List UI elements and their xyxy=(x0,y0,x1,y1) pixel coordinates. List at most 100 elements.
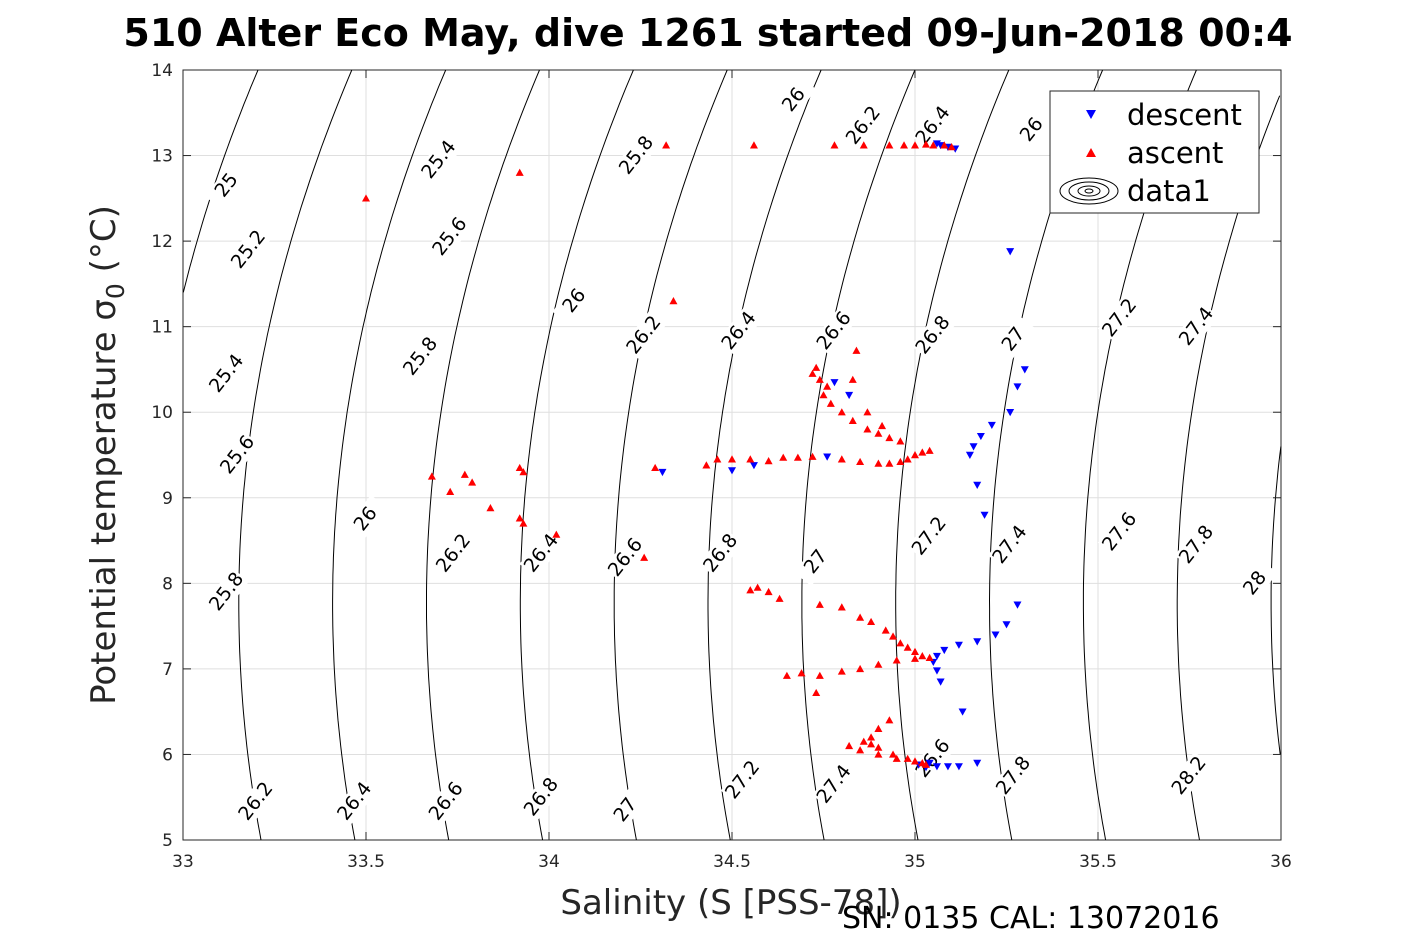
contour-label-background xyxy=(398,332,444,381)
ascent-marker xyxy=(702,461,711,469)
ascent-marker xyxy=(911,654,919,662)
descent-marker xyxy=(980,511,989,519)
isopycnal-line xyxy=(613,69,728,841)
isopycnal-line xyxy=(182,69,259,293)
contour-label-background xyxy=(614,131,660,180)
ascent-marker xyxy=(651,463,660,472)
descent-marker xyxy=(936,678,945,686)
ascent-marker xyxy=(867,617,876,626)
isopycnal-line xyxy=(1176,95,1281,841)
ascent-marker xyxy=(669,297,678,305)
y-tick-label: 10 xyxy=(151,403,173,423)
ascent-marker xyxy=(640,553,649,561)
descent-marker xyxy=(976,432,985,441)
y-tick-label: 8 xyxy=(162,574,173,594)
legend-contour-icon xyxy=(1059,177,1119,205)
x-tick-label: 33.5 xyxy=(347,852,385,872)
contour-label-background xyxy=(793,537,839,587)
legend-box xyxy=(1049,90,1260,214)
ascent-marker xyxy=(808,369,817,377)
ascent-marker xyxy=(793,453,802,461)
isopycnal-line xyxy=(801,69,916,841)
contour-label-background xyxy=(603,533,649,582)
ascent-marker xyxy=(515,168,524,176)
contour-label-background xyxy=(427,212,473,261)
y-tick-label: 6 xyxy=(162,745,173,765)
contour-label-background xyxy=(343,495,389,544)
ascent-marker xyxy=(918,652,927,660)
contour-label-background xyxy=(332,777,378,826)
descent-marker xyxy=(1013,383,1022,391)
contour-label-background xyxy=(911,734,956,783)
isopycnal-line xyxy=(332,69,447,841)
ascent-marker xyxy=(885,141,894,149)
ascent-marker xyxy=(885,716,894,724)
descent-marker xyxy=(1020,366,1029,374)
contour-label-background xyxy=(204,567,250,616)
ascent-marker xyxy=(881,626,890,634)
ascent-marker xyxy=(808,452,817,460)
ascent-marker xyxy=(848,416,857,424)
ascent-marker xyxy=(446,487,455,495)
ascent-marker xyxy=(874,743,883,751)
ascent-marker xyxy=(519,468,528,476)
ascent-marker xyxy=(925,446,934,454)
contour-label-background xyxy=(1167,751,1212,800)
ascent-marker xyxy=(812,363,821,371)
ascent-marker xyxy=(940,141,949,149)
ascent-marker xyxy=(826,399,835,407)
ascent-marker xyxy=(746,586,755,594)
isopycnal-line xyxy=(426,69,540,841)
y-tick-label: 5 xyxy=(162,831,173,851)
contour-label-background xyxy=(519,529,564,578)
ascent-marker xyxy=(911,451,919,459)
contour-label-background xyxy=(907,512,952,561)
ascent-marker xyxy=(856,746,865,754)
descent-marker xyxy=(958,708,967,716)
ascent-marker xyxy=(856,457,865,466)
x-tick-label: 34 xyxy=(538,852,560,872)
ascent-marker xyxy=(874,750,883,758)
descent-marker xyxy=(925,759,934,767)
ascent-marker xyxy=(427,472,436,480)
contour-label-background xyxy=(519,773,564,822)
descent-marker xyxy=(1006,248,1015,256)
y-tick-label: 14 xyxy=(151,61,173,81)
contour-label-background xyxy=(431,529,477,578)
data-markers xyxy=(362,140,1029,772)
ascent-marker xyxy=(903,754,912,762)
x-tick-label: 35 xyxy=(904,852,926,872)
ascent-marker xyxy=(848,375,857,383)
contour-label-background xyxy=(991,315,1037,364)
ascent-marker xyxy=(903,455,912,463)
ascent-marker xyxy=(779,453,788,461)
legend: descent ascent data1 xyxy=(1049,90,1260,214)
descent-marker xyxy=(932,763,941,771)
y-tick-label: 9 xyxy=(162,489,173,509)
x-tick-label: 36 xyxy=(1270,852,1292,872)
descent-marker xyxy=(932,140,941,148)
descent-marker xyxy=(987,421,996,430)
ascent-marker xyxy=(837,455,846,463)
ascent-marker xyxy=(885,433,894,442)
ascent-marker xyxy=(460,470,469,478)
ascent-marker xyxy=(867,733,876,741)
isopycnal-line xyxy=(707,69,822,841)
contour-label-background xyxy=(987,520,1033,569)
contour-label-background xyxy=(204,161,250,210)
x-axis-label: Salinity (S [PSS-78]) xyxy=(560,883,901,923)
descent-marker xyxy=(658,468,667,477)
contour-label-background xyxy=(1009,105,1055,154)
ascent-marker xyxy=(815,600,824,608)
ascent-marker xyxy=(728,455,736,463)
y-axis-ticks: 5 6 7 8 9 10 11 12 13 14 xyxy=(151,61,1281,851)
ascent-marker xyxy=(753,583,762,591)
ascent-marker xyxy=(896,437,905,445)
ascent-marker xyxy=(749,141,758,149)
descent-marker xyxy=(1013,601,1022,609)
descent-marker xyxy=(973,481,982,489)
contour-label-background xyxy=(812,306,857,356)
descent-marker xyxy=(728,467,736,475)
descent-marker xyxy=(954,763,963,771)
ascent-marker xyxy=(900,141,909,149)
